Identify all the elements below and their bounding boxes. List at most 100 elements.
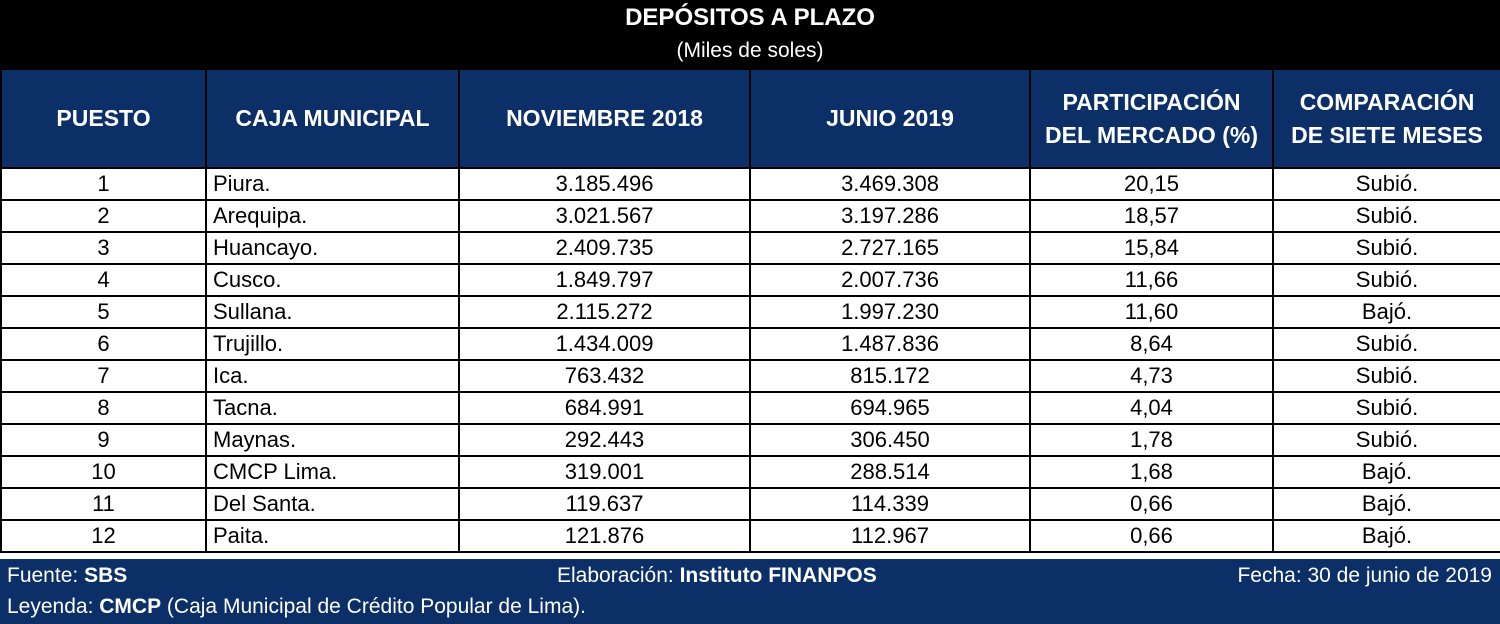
footer-source: Fuente: SBS <box>7 563 127 589</box>
cell-noviembre-2018: 3.185.496 <box>458 167 751 201</box>
cell-puesto: 6 <box>0 327 207 361</box>
cell-noviembre-2018: 3.021.567 <box>458 199 751 233</box>
cell-noviembre-2018: 292.443 <box>458 423 751 457</box>
cell-participacion: 11,66 <box>1029 263 1274 297</box>
cell-participacion: 15,84 <box>1029 231 1274 265</box>
table-title: DEPÓSITOS A PLAZO <box>625 4 875 31</box>
table-row: 11 Del Santa. 119.637 114.339 0,66 Bajó. <box>0 487 1500 521</box>
cell-comparacion: Subió. <box>1272 167 1500 201</box>
cell-junio-2019: 112.967 <box>749 519 1031 553</box>
header-comparacion-line2: DE SIETE MESES <box>1291 121 1483 148</box>
cell-junio-2019: 3.197.286 <box>749 199 1031 233</box>
legend-abbr: CMCP <box>99 595 162 618</box>
cell-noviembre-2018: 319.001 <box>458 455 751 489</box>
table-row: 4 Cusco. 1.849.797 2.007.736 11,66 Subió. <box>0 263 1500 297</box>
cell-caja-municipal: Tacna. <box>205 391 460 425</box>
cell-puesto: 4 <box>0 263 207 297</box>
header-noviembre-2018: NOVIEMBRE 2018 <box>458 68 751 169</box>
cell-noviembre-2018: 2.409.735 <box>458 231 751 265</box>
legend-text: (Caja Municipal de Crédito Popular de Li… <box>161 595 586 618</box>
cell-caja-municipal: Arequipa. <box>205 199 460 233</box>
cell-caja-municipal: CMCP Lima. <box>205 455 460 489</box>
header-comparacion: COMPARACIÓN DE SIETE MESES <box>1272 68 1500 169</box>
header-comparacion-line1: COMPARACIÓN <box>1299 88 1475 115</box>
cell-junio-2019: 694.965 <box>749 391 1031 425</box>
cell-puesto: 11 <box>0 487 207 521</box>
table-subtitle: (Miles de soles) <box>676 39 824 62</box>
cell-comparacion: Subió. <box>1272 423 1500 457</box>
cell-participacion: 1,68 <box>1029 455 1274 489</box>
cell-junio-2019: 1.487.836 <box>749 327 1031 361</box>
header-row: PUESTO CAJA MUNICIPAL NOVIEMBRE 2018 JUN… <box>0 68 1500 169</box>
header-puesto: PUESTO <box>0 68 207 169</box>
source-label: Fuente: <box>7 564 85 587</box>
cell-noviembre-2018: 763.432 <box>458 359 751 393</box>
cell-caja-municipal: Maynas. <box>205 423 460 457</box>
table-row: 12 Paita. 121.876 112.967 0,66 Bajó. <box>0 519 1500 553</box>
cell-noviembre-2018: 1.434.009 <box>458 327 751 361</box>
header-junio-2019: JUNIO 2019 <box>749 68 1031 169</box>
header-caja-municipal: CAJA MUNICIPAL <box>205 68 460 169</box>
cell-noviembre-2018: 2.115.272 <box>458 295 751 329</box>
cell-comparacion: Subió. <box>1272 391 1500 425</box>
elaboration-label: Elaboración: <box>557 564 680 587</box>
legend-label: Leyenda: <box>7 595 100 618</box>
cell-comparacion: Bajó. <box>1272 295 1500 329</box>
footer-date: Fecha: 30 de junio de 2019 <box>1237 564 1492 587</box>
table-row: 6 Trujillo. 1.434.009 1.487.836 8,64 Subió. <box>0 327 1500 361</box>
table-body: 1 Piura. 3.185.496 3.469.308 20,15 Subió. 2 Are… <box>0 167 1500 553</box>
header-participacion-line1: PARTICIPACIÓN <box>1062 88 1241 115</box>
cell-comparacion: Bajó. <box>1272 487 1500 521</box>
table-row: 7 Ica. 763.432 815.172 4,73 Subió. <box>0 359 1500 393</box>
cell-participacion: 18,57 <box>1029 199 1274 233</box>
cell-puesto: 5 <box>0 295 207 329</box>
cell-participacion: 0,66 <box>1029 519 1274 553</box>
cell-junio-2019: 3.469.308 <box>749 167 1031 201</box>
cell-participacion: 4,04 <box>1029 391 1274 425</box>
cell-comparacion: Subió. <box>1272 199 1500 233</box>
elaboration-value: Instituto FINANPOS <box>679 564 877 587</box>
cell-comparacion: Bajó. <box>1272 519 1500 553</box>
cell-junio-2019: 1.997.230 <box>749 295 1031 329</box>
cell-puesto: 1 <box>0 167 207 201</box>
cell-participacion: 4,73 <box>1029 359 1274 393</box>
cell-caja-municipal: Sullana. <box>205 295 460 329</box>
cell-puesto: 7 <box>0 359 207 393</box>
table-row: 1 Piura. 3.185.496 3.469.308 20,15 Subió. <box>0 167 1500 201</box>
cell-junio-2019: 306.450 <box>749 423 1031 457</box>
cell-comparacion: Subió. <box>1272 231 1500 265</box>
cell-caja-municipal: Cusco. <box>205 263 460 297</box>
cell-comparacion: Subió. <box>1272 263 1500 297</box>
header-participacion: PARTICIPACIÓN DEL MERCADO (%) <box>1029 68 1274 169</box>
table-row: 10 CMCP Lima. 319.001 288.514 1,68 Bajó. <box>0 455 1500 489</box>
table-row: 3 Huancayo. 2.409.735 2.727.165 15,84 Subió. <box>0 231 1500 265</box>
source-value: SBS <box>84 564 128 587</box>
footer-elaboration: Elaboración: Instituto FINANPOS <box>557 563 877 589</box>
cell-puesto: 3 <box>0 231 207 265</box>
cell-noviembre-2018: 684.991 <box>458 391 751 425</box>
cell-caja-municipal: Del Santa. <box>205 487 460 521</box>
table-row: 8 Tacna. 684.991 694.965 4,04 Subió. <box>0 391 1500 425</box>
cell-comparacion: Subió. <box>1272 327 1500 361</box>
cell-caja-municipal: Huancayo. <box>205 231 460 265</box>
cell-junio-2019: 2.727.165 <box>749 231 1031 265</box>
table-row: 5 Sullana. 2.115.272 1.997.230 11,60 Bajó. <box>0 295 1500 329</box>
cell-participacion: 8,64 <box>1029 327 1274 361</box>
cell-junio-2019: 114.339 <box>749 487 1031 521</box>
header-participacion-line2: DEL MERCADO (%) <box>1045 121 1258 148</box>
cell-puesto: 8 <box>0 391 207 425</box>
table-row: 2 Arequipa. 3.021.567 3.197.286 18,57 Subió. <box>0 199 1500 233</box>
cell-noviembre-2018: 121.876 <box>458 519 751 553</box>
cell-caja-municipal: Ica. <box>205 359 460 393</box>
deposits-table: PUESTO CAJA MUNICIPAL NOVIEMBRE 2018 JUN… <box>0 68 1500 553</box>
cell-puesto: 2 <box>0 199 207 233</box>
cell-caja-municipal: Paita. <box>205 519 460 553</box>
cell-participacion: 0,66 <box>1029 487 1274 521</box>
cell-noviembre-2018: 119.637 <box>458 487 751 521</box>
cell-puesto: 12 <box>0 519 207 553</box>
table-row: 9 Maynas. 292.443 306.450 1,78 Subió. <box>0 423 1500 457</box>
cell-participacion: 1,78 <box>1029 423 1274 457</box>
cell-comparacion: Bajó. <box>1272 455 1500 489</box>
cell-comparacion: Subió. <box>1272 359 1500 393</box>
